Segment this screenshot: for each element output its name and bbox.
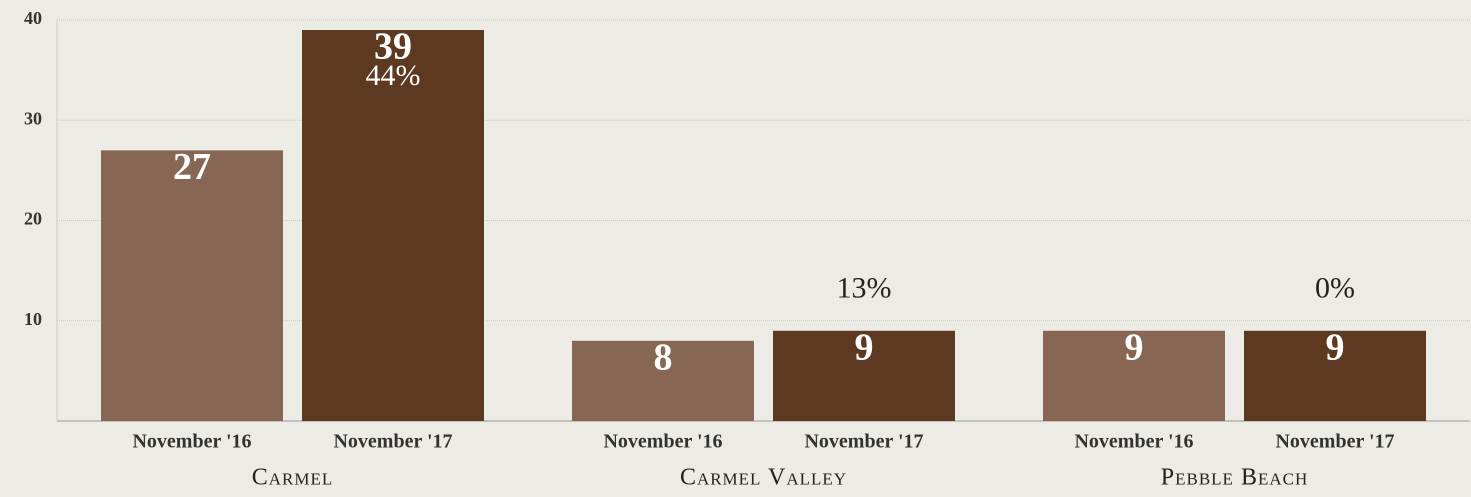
category-label: Carmel Valley — [680, 465, 847, 491]
series-label: November '17 — [804, 431, 923, 453]
y-tick-label: 20 — [24, 209, 42, 229]
change-label: 13% — [837, 272, 892, 305]
bar — [1244, 330, 1426, 421]
series-label: November '16 — [132, 431, 251, 453]
value-label: 27 — [173, 146, 211, 188]
series-label: November '16 — [1074, 431, 1193, 453]
bar — [101, 150, 283, 421]
change-label: 44% — [366, 59, 421, 92]
series-label: November '17 — [333, 431, 452, 453]
value-label: 9 — [855, 326, 874, 368]
category-label: Pebble Beach — [1161, 465, 1308, 491]
category-label: Carmel — [252, 465, 334, 491]
bar — [302, 30, 484, 422]
value-label: 8 — [654, 337, 673, 379]
y-tick-label: 40 — [24, 8, 42, 28]
y-tick-label: 30 — [24, 108, 42, 128]
value-label: 9 — [1326, 326, 1345, 368]
series-label: November '17 — [1275, 431, 1394, 453]
value-label: 39 — [374, 26, 412, 68]
series-label: November '16 — [603, 431, 722, 453]
bar — [773, 330, 955, 421]
value-label: 9 — [1125, 326, 1144, 368]
bar — [1043, 330, 1225, 421]
change-label: 0% — [1315, 272, 1355, 305]
y-tick-label: 10 — [24, 309, 42, 329]
bar — [572, 340, 754, 421]
